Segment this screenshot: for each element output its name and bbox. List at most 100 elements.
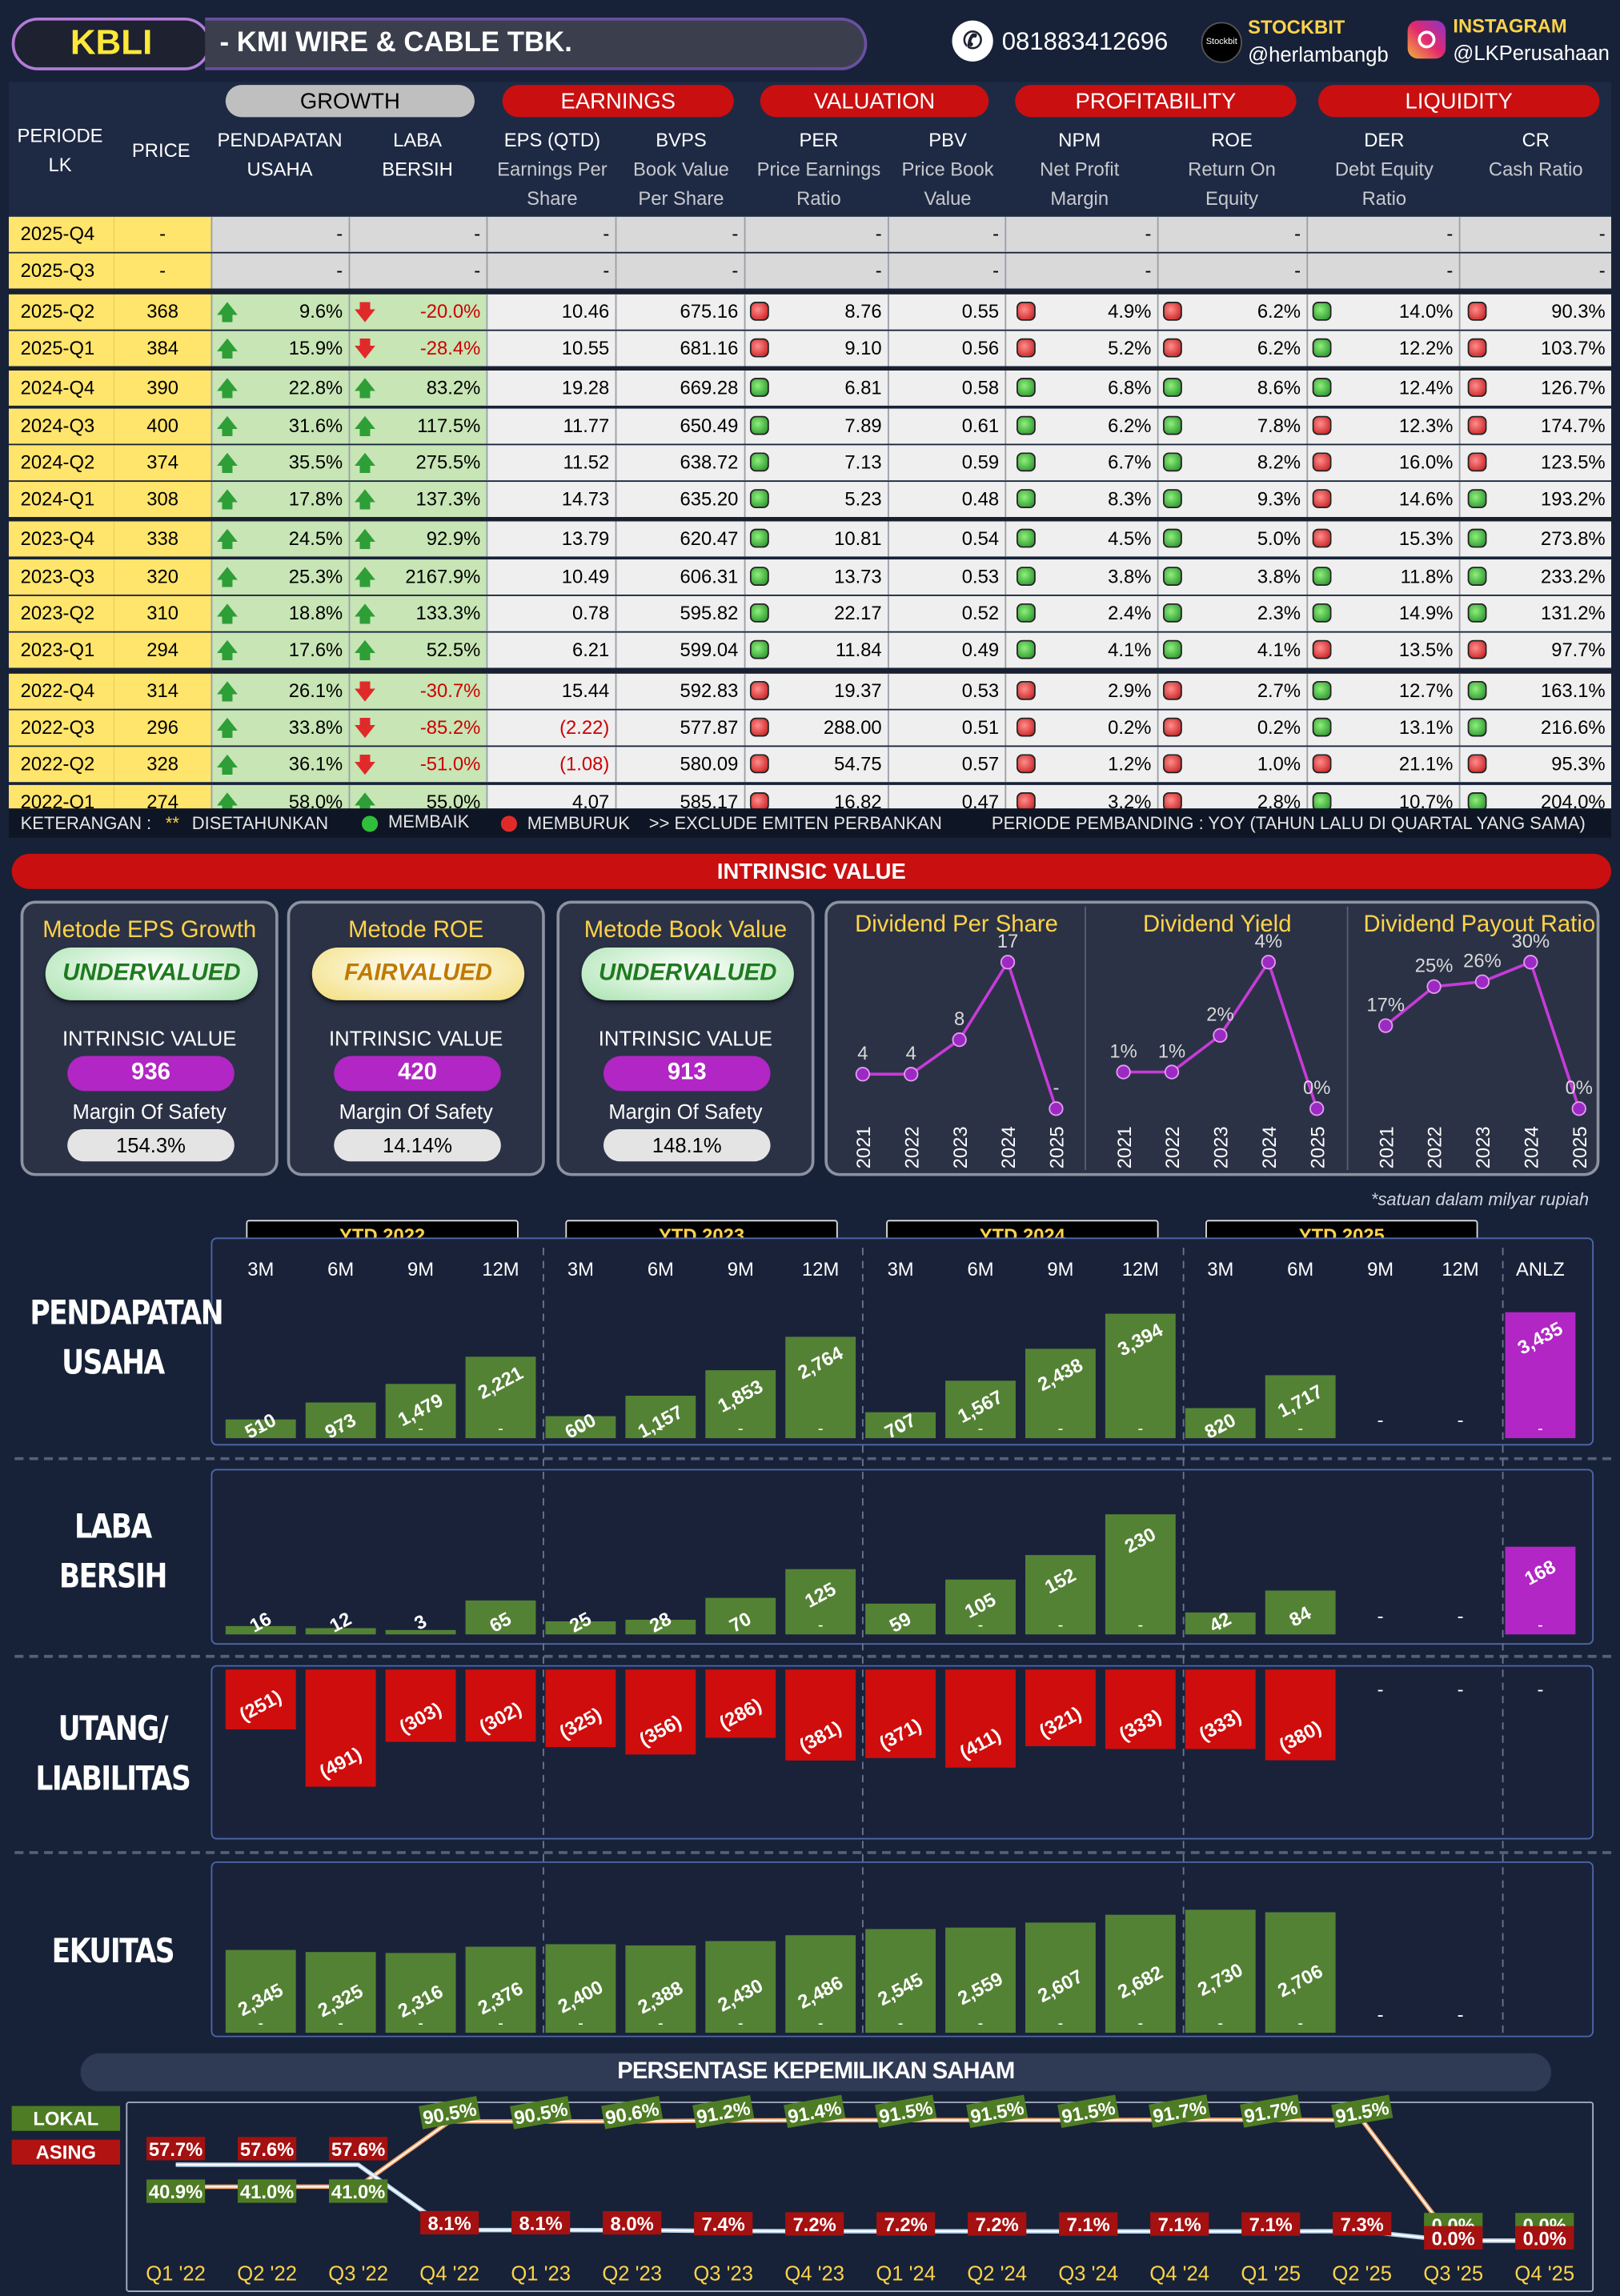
- der-cell: 15.3%: [1398, 527, 1454, 550]
- ownership-value-label: 0.0%: [1432, 2228, 1475, 2250]
- data-point: [1213, 1028, 1228, 1043]
- profit-growth-cell: -: [474, 222, 481, 245]
- npm-cell: 1.2%: [1108, 752, 1152, 775]
- asing-label-box: [238, 2137, 297, 2161]
- arrow-up-icon: 🡅: [216, 376, 239, 400]
- bar: [1185, 1408, 1256, 1439]
- group-growth: GROWTH: [225, 85, 475, 118]
- bar-tick-dash: -: [818, 2015, 824, 2033]
- table-row: 2022-Q2 328 🡅 🡇 36.1% -51.0% (1.08) 580.09 54.75…: [8, 747, 1612, 784]
- profit-growth-cell: 55.0%: [426, 790, 481, 812]
- col-divider: [211, 522, 213, 558]
- bar: [1185, 1612, 1256, 1635]
- status-red-icon: [749, 717, 769, 737]
- col-divider: [887, 331, 889, 367]
- ownership-value-label: 8.1%: [519, 2214, 563, 2235]
- bar-tick-dash: -: [978, 1617, 984, 1634]
- quarter-tick-label: Q1 '22: [146, 2262, 206, 2285]
- bar-tick-dash: -: [658, 1420, 664, 1438]
- period-tick-label: 12M: [482, 1259, 519, 1280]
- data-label: 2%: [1206, 1004, 1233, 1026]
- asing-label-box: [694, 2211, 753, 2236]
- eps-cell: 19.28: [561, 376, 610, 399]
- col-divider: [887, 294, 889, 330]
- col-divider: [1306, 294, 1309, 330]
- ownership-value-label: 41.0%: [331, 2182, 385, 2203]
- x-tick-label: 2021: [1114, 1126, 1136, 1168]
- npm-cell: 0.2%: [1108, 715, 1152, 739]
- arrow-up-icon: 🡅: [216, 752, 239, 777]
- profit-growth-cell: -85.2%: [419, 715, 481, 739]
- col-divider: [348, 482, 351, 518]
- dividend-chart: Dividend Yield 1% 2021 1% 2022 2% 2023 4% 2024 0%…: [1085, 906, 1330, 1171]
- per-cell: 5.23: [844, 487, 882, 511]
- bvps-cell: 577.87: [680, 715, 739, 739]
- revenue-growth-cell: 33.8%: [288, 715, 343, 739]
- col-divider: [1458, 482, 1461, 518]
- roe-cell: 6.2%: [1257, 299, 1301, 322]
- bar: [785, 1569, 856, 1635]
- margin-of-safety-value: 148.1%: [603, 1128, 771, 1162]
- bar: [785, 1935, 856, 2034]
- eps-cell: 15.44: [561, 679, 610, 701]
- lokal-label-box: [146, 2179, 206, 2203]
- bar-label-empty: -: [1458, 1409, 1464, 1431]
- asing-label-box: [1424, 2226, 1483, 2250]
- ownership-value-label: 91.4%: [786, 2098, 843, 2128]
- col-divider: [744, 559, 746, 595]
- der-cell: -: [1446, 259, 1454, 282]
- price-cell: 384: [114, 331, 211, 367]
- roe-cell: 1.0%: [1257, 752, 1301, 775]
- col-divider: [1004, 710, 1007, 746]
- period-cell: 2024-Q4: [8, 371, 114, 407]
- col-divider: [1306, 522, 1309, 558]
- pbv-cell: 0.53: [961, 564, 1000, 587]
- price-cell: 320: [114, 559, 211, 595]
- ownership-value-label: 7.1%: [1158, 2214, 1201, 2236]
- col-divider: [1458, 633, 1461, 669]
- status-green-icon: [1312, 680, 1332, 700]
- table-row: 2023-Q1 294 🡅 🡅 17.6% 52.5% 6.21 599.04 11.84 0.4…: [8, 633, 1612, 670]
- col-divider: [486, 595, 488, 631]
- bar: [1105, 1514, 1176, 1635]
- col-divider: [1004, 407, 1007, 443]
- bar: [305, 1402, 376, 1439]
- revenue-growth-cell: 58.0%: [288, 790, 343, 812]
- column-header-line: Ratio: [796, 187, 841, 210]
- margin-of-safety-value: 154.3%: [67, 1128, 235, 1162]
- col-divider: [887, 595, 889, 631]
- x-tick-label: 2025: [1047, 1126, 1069, 1168]
- data-point: [1474, 974, 1490, 989]
- bar: [1105, 1669, 1176, 1749]
- column-header-pbv: PBV Price Book Value: [891, 126, 1005, 214]
- column-header-der: DER Debt Equity Ratio: [1308, 126, 1460, 214]
- price-cell: 296: [114, 710, 211, 746]
- data-label: 17: [997, 931, 1018, 952]
- status-red-icon: [1467, 754, 1487, 774]
- metrics-cell-bg: [486, 216, 1612, 252]
- bar-tick-dash: -: [1138, 1617, 1144, 1634]
- bar-tick-dash: -: [1217, 1420, 1223, 1438]
- col-divider: [1157, 407, 1159, 443]
- year-separator: [8, 670, 1612, 674]
- column-header-roe: ROE Return On Equity: [1157, 126, 1307, 214]
- pbv-cell: 0.51: [961, 715, 1000, 739]
- bar: [1265, 1375, 1336, 1439]
- ownership-value-label: 57.7%: [149, 2139, 202, 2161]
- arrow-up-icon: 🡅: [216, 639, 239, 663]
- bar-tick-dash: -: [498, 2015, 503, 2033]
- npm-cell: -: [1145, 222, 1152, 245]
- col-divider: [1306, 482, 1309, 518]
- column-header-line: Debt Equity: [1334, 158, 1434, 181]
- col-divider: [1157, 254, 1159, 290]
- der-cell: 13.1%: [1398, 715, 1454, 739]
- bar: [1025, 1555, 1096, 1635]
- col-divider: [1004, 522, 1007, 558]
- instagram-label: INSTAGRAM: [1453, 14, 1567, 37]
- revenue-growth-cell: 31.6%: [288, 413, 343, 436]
- per-cell: 22.17: [834, 602, 882, 624]
- col-divider: [348, 710, 351, 746]
- status-green-icon: [1312, 301, 1332, 321]
- bar: [465, 1669, 536, 1742]
